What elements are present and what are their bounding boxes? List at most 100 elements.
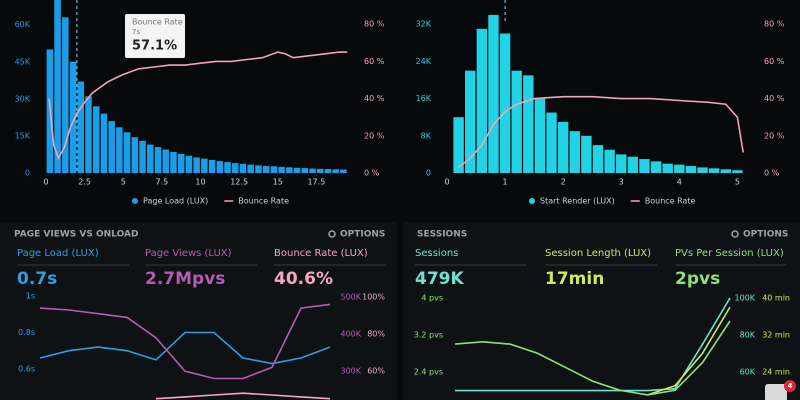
y2-tick-label: 40 % — [764, 94, 785, 103]
line-series — [647, 306, 731, 396]
bar — [639, 159, 650, 173]
badge[interactable] — [784, 380, 796, 392]
x-tick-label: 5 — [121, 178, 126, 187]
line-series — [39, 331, 331, 365]
bar — [201, 158, 208, 173]
x-tick-label: 4 — [677, 178, 682, 187]
metric-label: Page Load (LUX) — [17, 248, 99, 259]
tooltip-subtitle: 7s — [132, 28, 140, 36]
bar — [720, 169, 731, 173]
bar — [262, 165, 270, 173]
legend-label: Page Load (LUX) — [143, 197, 208, 206]
y-tick-label: 15K — [15, 131, 31, 140]
bar — [131, 137, 139, 173]
bar — [92, 106, 100, 173]
bar — [546, 112, 557, 173]
bar — [247, 164, 254, 173]
bar — [674, 164, 685, 173]
bar — [511, 70, 522, 173]
y-tick-label: 60K — [15, 20, 31, 29]
bar — [170, 151, 177, 173]
y-tick-label: 0 — [25, 169, 30, 178]
bar — [523, 75, 534, 173]
bar — [193, 157, 200, 173]
bar — [162, 149, 169, 173]
notification[interactable]: 4 — [765, 380, 796, 400]
bar — [100, 113, 108, 173]
bar — [69, 61, 77, 173]
bar — [708, 168, 720, 173]
metric-value: 40.6% — [274, 269, 333, 289]
y-tick-label: 8K — [421, 131, 432, 140]
legend-swatch — [529, 198, 535, 204]
bar — [154, 147, 162, 173]
y2-tick-label: 300K — [340, 367, 361, 376]
y-tick-label: 24K — [416, 57, 432, 66]
bar — [216, 161, 224, 173]
bar — [77, 81, 85, 173]
y2-tick-label: 60 % — [364, 57, 385, 66]
bar — [278, 166, 285, 173]
y2-tick-label: 40 % — [364, 94, 385, 103]
bar — [224, 162, 231, 173]
bar — [270, 166, 278, 173]
y-tick-label: 0 — [426, 169, 431, 178]
y-tick-label: 45K — [15, 57, 31, 66]
y-tick-label: 32K — [416, 20, 432, 29]
options-button[interactable]: OPTIONS — [340, 230, 385, 240]
bar — [255, 165, 262, 173]
bar — [569, 131, 580, 173]
bar — [697, 167, 708, 173]
panel — [403, 222, 800, 400]
y-tick-label: 2.4 pvs — [414, 367, 443, 376]
bar — [662, 163, 673, 173]
bar — [534, 98, 546, 173]
x-tick-label: 17.5 — [307, 178, 325, 187]
y2-tick-label: 20 % — [764, 131, 785, 140]
bar — [453, 117, 464, 173]
bar — [301, 168, 309, 173]
panel-title: SESSIONS — [417, 230, 467, 240]
y2-tick-label: 60K — [740, 368, 756, 377]
bar — [293, 167, 301, 173]
x-tick-label: 1 — [503, 178, 508, 187]
y3-tick-label: 32 min — [762, 330, 790, 339]
bar — [616, 154, 627, 173]
metric-label: Sessions — [415, 248, 458, 259]
bar — [581, 135, 592, 173]
y3-tick-label: 80% — [367, 330, 385, 339]
y2-tick-label: 20 % — [364, 131, 385, 140]
metric-value: 479K — [415, 269, 464, 289]
bar — [62, 17, 69, 173]
bar — [332, 169, 339, 173]
y2-tick-label: 80K — [740, 331, 756, 340]
metric-value: 2.7Mpvs — [145, 269, 225, 289]
bar — [123, 132, 131, 173]
bar — [147, 144, 154, 173]
metric-value: 17min — [545, 269, 604, 289]
x-tick-label: 3 — [619, 178, 624, 187]
line-series — [458, 95, 744, 169]
options-button[interactable]: OPTIONS — [743, 230, 788, 240]
options-icon — [731, 230, 739, 238]
chat-icon[interactable] — [765, 384, 787, 400]
bar — [592, 145, 604, 173]
y3-tick-label: 100% — [362, 293, 385, 302]
bar — [286, 167, 293, 173]
metric-label: Bounce Rate (LUX) — [274, 248, 368, 259]
bar — [316, 168, 324, 173]
y2-tick-label: 100K — [734, 293, 755, 302]
y-tick-label: 0.6s — [18, 364, 35, 373]
line-series — [48, 51, 348, 161]
y2-tick-label: 400K — [340, 330, 361, 339]
x-tick-label: 10 — [195, 178, 205, 187]
x-tick-label: 0 — [43, 178, 48, 187]
tooltip-value: 57.1% — [132, 39, 177, 54]
metric-value: 2pvs — [675, 269, 720, 289]
line-series — [39, 303, 331, 380]
y-tick-label: 1s — [26, 292, 35, 301]
badge-count[interactable]: 4 — [788, 382, 793, 390]
y2-tick-label: 60 % — [764, 57, 785, 66]
bar — [627, 156, 639, 173]
